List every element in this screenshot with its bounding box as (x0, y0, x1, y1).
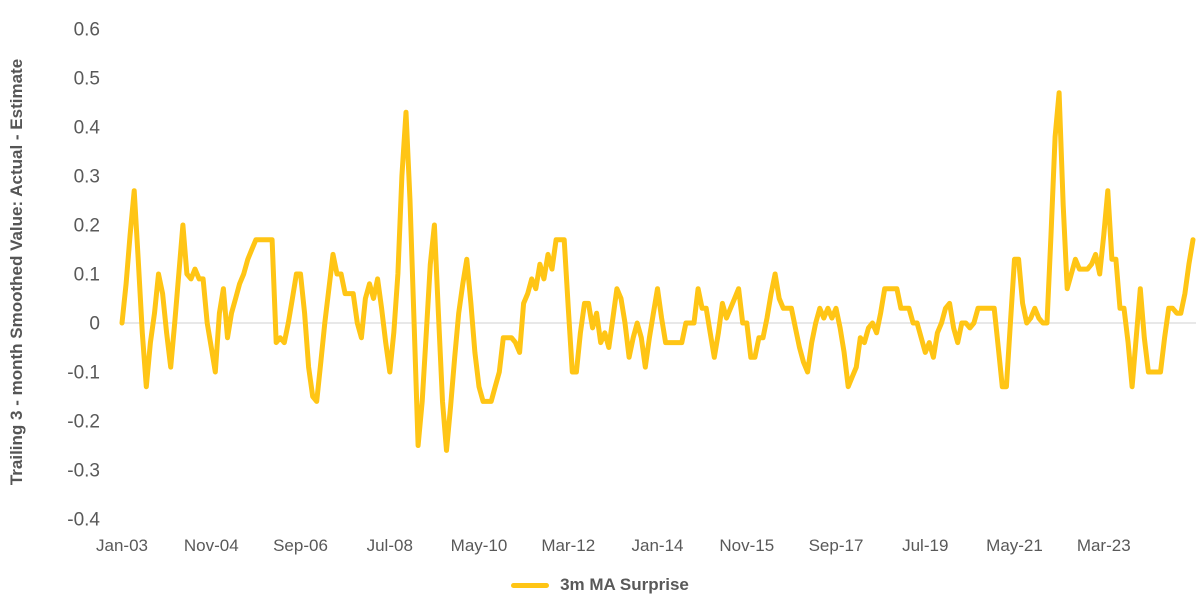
x-tick-label: May-21 (986, 536, 1043, 555)
y-tick-label: -0.3 (67, 461, 100, 482)
y-axis-title: Trailing 3 - month Smoothed Value: Actua… (7, 59, 26, 485)
legend: 3m MA Surprise (0, 573, 1200, 597)
y-tick-label: 0.2 (74, 216, 100, 237)
x-tick-label: Sep-17 (809, 536, 864, 555)
y-tick-label: 0.5 (74, 69, 100, 90)
x-tick-label: Jul-19 (902, 536, 948, 555)
x-tick-label: Nov-15 (719, 536, 774, 555)
y-tick-label: 0.4 (74, 118, 101, 139)
series-line-3m-ma-surprise (119, 90, 1196, 453)
x-tick-label: Sep-06 (273, 536, 328, 555)
y-tick-label: 0.1 (74, 265, 100, 286)
x-tick-label: Nov-04 (184, 536, 239, 555)
y-tick-label: -0.2 (67, 412, 100, 433)
x-tick-label: Jan-03 (96, 536, 148, 555)
y-tick-label: -0.1 (67, 363, 100, 384)
x-tick-label: Mar-12 (541, 536, 595, 555)
y-tick-label: 0 (89, 314, 100, 335)
y-tick-label: 0.6 (74, 20, 100, 41)
x-tick-label: Mar-23 (1077, 536, 1131, 555)
legend-label: 3m MA Surprise (560, 575, 689, 594)
y-tick-label: -0.4 (67, 510, 100, 531)
legend-line-swatch (511, 582, 550, 588)
x-tick-label: Jul-08 (367, 536, 413, 555)
line-chart: Trailing 3 - month Smoothed Value: Actua… (7, 20, 1196, 555)
x-tick-label: May-10 (451, 536, 508, 555)
x-tick-label: Jan-14 (632, 536, 684, 555)
y-tick-label: 0.3 (74, 167, 100, 188)
